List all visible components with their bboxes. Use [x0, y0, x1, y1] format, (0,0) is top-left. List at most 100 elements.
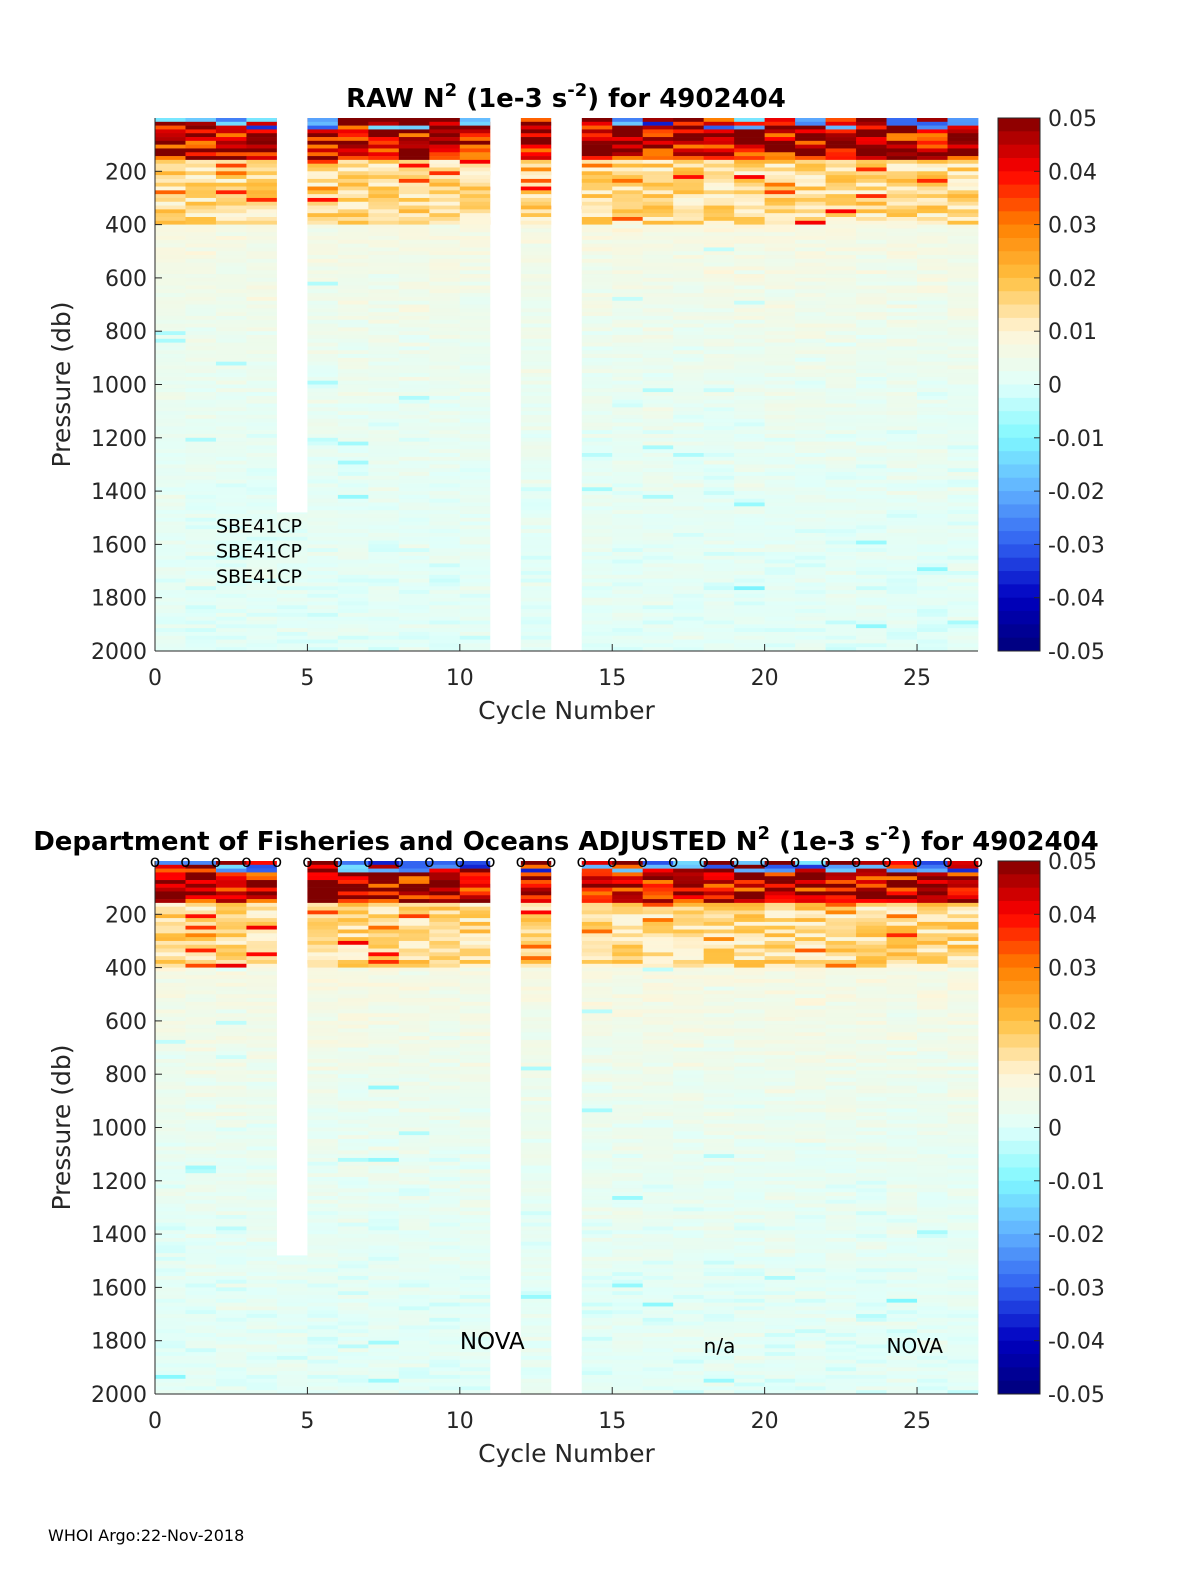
heatmap-cell: [917, 186, 948, 191]
heatmap-cell: [185, 232, 217, 237]
heatmap-cell: [155, 1344, 186, 1349]
heatmap-cell: [642, 296, 674, 302]
heatmap-cell: [947, 437, 979, 442]
heatmap-cell: [368, 228, 400, 233]
heatmap-cell: [185, 1013, 217, 1018]
heatmap-cell: [368, 247, 400, 252]
heatmap-cell: [398, 346, 430, 351]
heatmap-cell: [856, 441, 887, 446]
heatmap-cell: [307, 1188, 339, 1193]
heatmap-cell: [398, 159, 430, 164]
heatmap-cell: [337, 156, 369, 161]
heatmap-cell: [520, 475, 552, 480]
heatmap-cell: [246, 1249, 278, 1254]
heatmap-cell: [215, 914, 247, 919]
heatmap-cell: [703, 571, 735, 576]
heatmap-cell: [185, 1333, 217, 1338]
heatmap-cell: [764, 315, 796, 321]
heatmap-cell: [185, 880, 217, 885]
heatmap-cell: [581, 620, 613, 625]
heatmap-cell: [581, 323, 613, 328]
heatmap-cell: [276, 639, 308, 644]
heatmap-cell: [155, 1036, 186, 1041]
heatmap-cell: [215, 487, 247, 492]
heatmap-cell: [276, 593, 308, 598]
heatmap-cell: [642, 190, 674, 195]
heatmap-cell: [368, 1146, 400, 1151]
heatmap-cell: [368, 647, 400, 652]
heatmap-cell: [856, 247, 887, 252]
heatmap-cell: [520, 357, 552, 362]
heatmap-cell: [825, 624, 857, 629]
heatmap-cell: [368, 517, 400, 522]
heatmap-cell: [185, 460, 217, 465]
heatmap-cell: [307, 304, 339, 309]
heatmap-cell: [947, 201, 979, 206]
heatmap-cell: [185, 118, 217, 123]
heatmap-cell: [246, 906, 278, 911]
heatmap-cell: [673, 319, 705, 324]
heatmap-cell: [215, 1226, 247, 1231]
heatmap-cell: [429, 578, 461, 583]
heatmap-cell: [246, 864, 278, 869]
heatmap-cell: [246, 940, 278, 946]
heatmap-cell: [185, 891, 217, 896]
heatmap-cell: [155, 205, 186, 210]
heatmap-cell: [185, 948, 217, 953]
heatmap-cell: [337, 346, 369, 351]
heatmap-cell: [825, 525, 857, 530]
heatmap-cell: [703, 635, 735, 640]
heatmap-cell: [673, 274, 705, 279]
heatmap-cell: [459, 643, 491, 648]
heatmap-cell: [368, 574, 400, 579]
heatmap-cell: [886, 357, 918, 362]
heatmap-cell: [642, 487, 674, 492]
heatmap-cell: [581, 213, 613, 218]
heatmap-cell: [581, 376, 613, 381]
heatmap-cell: [459, 395, 491, 401]
heatmap-cell: [185, 612, 217, 618]
heatmap-cell: [917, 544, 948, 549]
heatmap-cell: [917, 338, 948, 343]
heatmap-cell: [825, 464, 857, 469]
heatmap-cell: [185, 532, 217, 538]
heatmap-cell: [825, 327, 857, 332]
heatmap-cell: [429, 163, 461, 168]
title-superscript: -2: [567, 80, 587, 101]
heatmap-cell: [215, 175, 247, 180]
heatmap-cell: [581, 510, 613, 515]
heatmap-cell: [734, 392, 766, 397]
heatmap-cell: [368, 525, 400, 530]
heatmap-cell: [856, 544, 887, 549]
heatmap-cell: [886, 437, 918, 442]
heatmap-cell: [581, 437, 613, 442]
heatmap-cell: [368, 1116, 400, 1121]
heatmap-cell: [642, 418, 674, 423]
heatmap-cell: [307, 963, 339, 968]
heatmap-cell: [429, 403, 461, 408]
heatmap-cell: [307, 597, 339, 602]
heatmap-cell: [398, 163, 430, 168]
heatmap-cell: [764, 312, 796, 317]
heatmap-cell: [917, 643, 948, 648]
heatmap-cell: [581, 224, 613, 229]
heatmap-cell: [459, 593, 491, 598]
heatmap-cell: [795, 449, 826, 454]
heatmap-cell: [886, 338, 918, 343]
heatmap-cell: [886, 475, 918, 480]
heatmap-cell: [917, 628, 948, 633]
heatmap-cell: [642, 620, 674, 625]
heatmap-cell: [246, 510, 278, 515]
heatmap-cell: [307, 159, 339, 164]
heatmap-cell: [337, 247, 369, 252]
heatmap-cell: [764, 220, 796, 225]
heatmap-cell: [429, 609, 461, 614]
colorbar-tick-label: 0.03: [1048, 214, 1097, 239]
heatmap-cell: [246, 563, 278, 568]
heatmap-cell: [764, 243, 796, 248]
heatmap-cell: [886, 399, 918, 404]
heatmap-cell: [155, 1097, 186, 1102]
heatmap-cell: [307, 1352, 339, 1357]
heatmap-cell: [246, 1218, 278, 1223]
heatmap-cell: [246, 255, 278, 260]
